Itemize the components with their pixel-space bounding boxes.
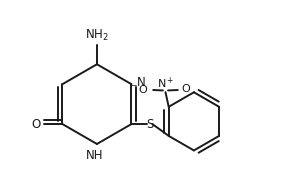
Text: N$^+$: N$^+$ <box>157 76 174 91</box>
Text: $^-$O: $^-$O <box>129 83 149 95</box>
Text: NH: NH <box>86 149 103 162</box>
Text: S: S <box>146 117 154 131</box>
Text: N: N <box>137 75 146 89</box>
Text: O: O <box>182 84 190 94</box>
Text: NH$_2$: NH$_2$ <box>85 28 109 43</box>
Text: O: O <box>32 117 41 131</box>
